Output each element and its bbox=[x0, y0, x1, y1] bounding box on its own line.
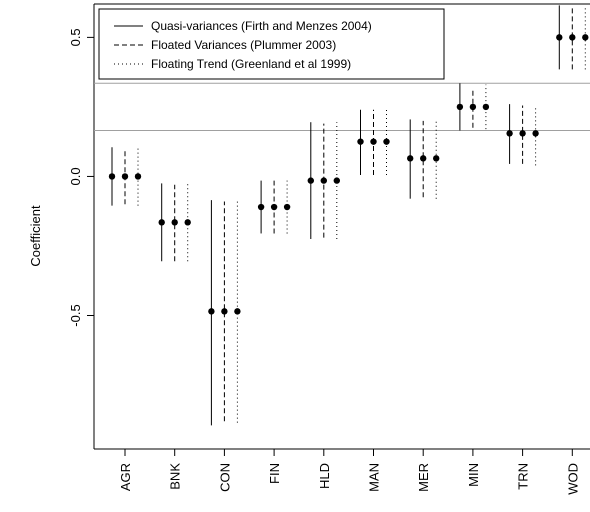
estimate-point bbox=[532, 130, 539, 137]
x-tick-label: BNK bbox=[168, 463, 183, 490]
estimate-point bbox=[519, 130, 526, 137]
y-tick-label: 0.5 bbox=[68, 28, 83, 46]
estimate-point bbox=[270, 203, 278, 211]
y-axis-title: Coefficient bbox=[28, 205, 43, 267]
legend-entry: Floating Trend (Greenland et al 1999) bbox=[151, 57, 351, 71]
estimate-point bbox=[121, 173, 129, 180]
estimate-point bbox=[582, 34, 589, 41]
estimate-point bbox=[333, 177, 340, 184]
estimate-point bbox=[469, 103, 477, 111]
legend-entry: Floated Variances (Plummer 2003) bbox=[151, 38, 336, 52]
x-tick-label: MAN bbox=[367, 463, 382, 492]
estimate-point bbox=[208, 308, 215, 315]
estimate-point bbox=[257, 203, 265, 211]
estimate-point bbox=[569, 34, 576, 41]
y-tick-label: -0.5 bbox=[68, 304, 83, 326]
estimate-point bbox=[320, 177, 327, 184]
estimate-point bbox=[134, 173, 142, 180]
estimate-point bbox=[433, 155, 440, 162]
x-tick-label: FIN bbox=[267, 463, 282, 484]
estimate-point bbox=[456, 103, 464, 111]
estimate-point bbox=[482, 103, 490, 111]
x-tick-label: CON bbox=[217, 463, 232, 492]
estimate-point bbox=[407, 155, 414, 162]
legend-box bbox=[98, 8, 445, 80]
estimate-point bbox=[108, 173, 116, 180]
x-tick-label: AGR bbox=[118, 463, 133, 491]
y-tick-label: 0.0 bbox=[68, 167, 83, 185]
x-tick-label: TRN bbox=[516, 463, 531, 490]
estimate-point bbox=[158, 219, 165, 226]
estimate-point bbox=[383, 138, 390, 145]
estimate-point bbox=[420, 155, 427, 162]
legend-entry: Quasi-variances (Firth and Menzes 2004) bbox=[151, 19, 372, 33]
estimate-point bbox=[221, 308, 228, 315]
x-tick-label: MER bbox=[416, 463, 431, 492]
estimate-point bbox=[556, 34, 563, 41]
estimate-point bbox=[171, 219, 178, 226]
x-tick-label: WOD bbox=[565, 463, 580, 495]
x-tick-label: MIN bbox=[466, 463, 481, 487]
estimate-point bbox=[307, 177, 314, 184]
estimate-point bbox=[506, 130, 513, 137]
estimate-point bbox=[370, 138, 377, 145]
estimate-point bbox=[184, 219, 191, 226]
estimate-point bbox=[283, 203, 291, 211]
x-tick-label: HLD bbox=[317, 463, 332, 489]
estimate-point bbox=[234, 308, 241, 315]
estimate-point bbox=[357, 138, 364, 145]
